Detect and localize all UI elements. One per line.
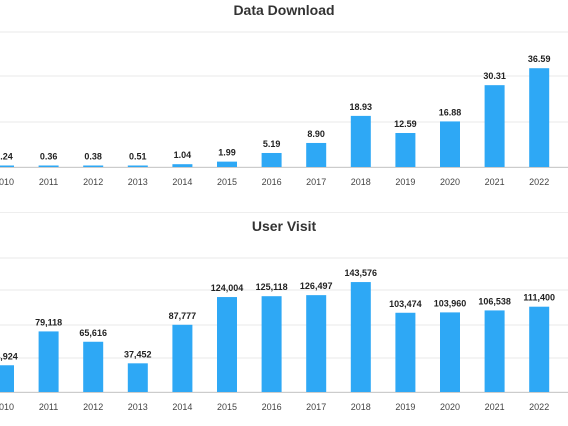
x-tick-label-2011: 2011	[39, 177, 58, 187]
value-label-2021: 30.31	[483, 71, 506, 81]
bar-2018[interactable]	[350, 282, 371, 392]
value-label-2017: 126,497	[300, 281, 333, 291]
bar-2019[interactable]	[395, 312, 416, 392]
value-label-2011: 79,118	[35, 317, 62, 327]
bar-2011[interactable]	[38, 331, 59, 392]
chart-title-user-visit: User Visit	[251, 218, 317, 234]
value-label-2021: 106,538	[478, 296, 511, 306]
bar-2021[interactable]	[484, 85, 505, 167]
x-tick-label-2012: 2012	[83, 402, 103, 412]
bar-2016[interactable]	[261, 152, 282, 167]
value-label-2020: 16.88	[439, 107, 462, 117]
value-label-2020: 103,960	[434, 298, 467, 308]
value-label-2016: 125,118	[256, 282, 288, 292]
x-tick-label-2021: 2021	[485, 402, 505, 412]
x-tick-label-2017: 2017	[306, 177, 326, 187]
value-label-2019: 12.59	[394, 119, 417, 129]
x-tick-label-2019: 2019	[395, 177, 415, 187]
panel-divider	[0, 212, 568, 213]
x-tick-label-2012: 2012	[83, 177, 103, 187]
x-tick-label-2014: 2014	[172, 177, 192, 187]
bar-2020[interactable]	[440, 121, 460, 167]
value-label-2012: 65,616	[79, 328, 107, 338]
bar-2016[interactable]	[261, 296, 282, 392]
bar-2014[interactable]	[172, 324, 193, 392]
bar-2013[interactable]	[127, 165, 148, 168]
value-label-2015: 124,004	[211, 283, 244, 293]
x-tick-label-2018: 2018	[351, 177, 371, 187]
x-tick-label-2022: 2022	[529, 177, 549, 187]
bar-2018[interactable]	[350, 115, 371, 167]
bar-2015[interactable]	[217, 297, 237, 392]
value-label-2014: 1.04	[174, 150, 192, 160]
bar-2021[interactable]	[484, 310, 505, 392]
x-tick-label-2016: 2016	[262, 402, 282, 412]
bar-2013[interactable]	[127, 363, 148, 392]
bar-2010[interactable]	[0, 165, 14, 168]
x-tick-label-2015: 2015	[217, 402, 237, 412]
bar-2017[interactable]	[306, 142, 327, 167]
x-tick-label-2015: 2015	[217, 177, 237, 187]
value-label-2017: 8.90	[307, 129, 325, 139]
value-label-2018: 18.93	[350, 102, 373, 112]
bar-2010[interactable]	[0, 365, 14, 392]
bar-2012[interactable]	[83, 341, 104, 392]
data-download-panel: Data Download 0.2420100.3620110.3820120.…	[0, 0, 568, 210]
bar-2015[interactable]	[217, 161, 237, 167]
x-tick-label-2021: 2021	[485, 177, 505, 187]
x-tick-label-2018: 2018	[351, 402, 371, 412]
value-label-2013: 37,452	[124, 349, 152, 359]
value-label-2015: 1.99	[218, 148, 236, 158]
value-label-2010: 34,924	[0, 351, 18, 361]
x-tick-label-2011: 2011	[39, 402, 58, 412]
value-label-2010: 0.24	[0, 152, 13, 162]
x-tick-label-2020: 2020	[440, 402, 460, 412]
bar-2022[interactable]	[529, 306, 550, 392]
value-label-2018: 143,576	[345, 268, 378, 278]
x-tick-label-2013: 2013	[128, 402, 148, 412]
bar-2011[interactable]	[38, 165, 59, 168]
value-label-2022: 36.59	[528, 54, 551, 64]
value-label-2013: 0.51	[129, 152, 147, 162]
x-tick-label-2014: 2014	[172, 402, 192, 412]
value-label-2012: 0.38	[84, 152, 102, 162]
value-label-2022: 111,400	[523, 293, 555, 303]
bar-2020[interactable]	[440, 312, 460, 392]
value-label-2019: 103,474	[389, 299, 422, 309]
value-label-2011: 0.36	[40, 152, 58, 162]
x-tick-label-2022: 2022	[529, 402, 549, 412]
x-tick-label-2013: 2013	[128, 177, 148, 187]
x-tick-label-2017: 2017	[306, 402, 326, 412]
x-tick-label-2019: 2019	[395, 402, 415, 412]
value-label-2016: 5.19	[263, 139, 281, 149]
chart-title-data-download: Data Download	[233, 2, 335, 18]
bar-2012[interactable]	[83, 165, 104, 168]
x-tick-label-2016: 2016	[262, 177, 282, 187]
bar-2014[interactable]	[172, 164, 193, 167]
bar-2022[interactable]	[529, 68, 550, 167]
x-tick-label-2020: 2020	[440, 177, 460, 187]
value-label-2014: 87,777	[169, 311, 197, 321]
bar-2019[interactable]	[395, 133, 416, 167]
bar-2017[interactable]	[306, 295, 327, 392]
